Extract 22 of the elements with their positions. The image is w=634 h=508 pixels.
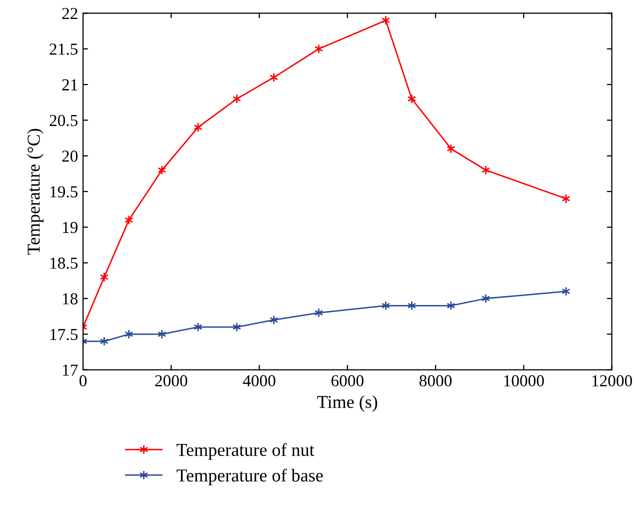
y-tick-label: 21.5 [50, 44, 78, 55]
y-tick-label: 20.5 [50, 114, 78, 126]
x-tick-label: 2000 [155, 375, 188, 386]
x-axis-title: Time (s) [317, 395, 378, 412]
legend-label: Temperature of base [176, 468, 323, 486]
x-tick-label: 4000 [242, 375, 276, 386]
y-tick-label: 19 [62, 222, 78, 234]
x-tick-label: 0 [80, 375, 87, 386]
y-tick-label: 19.5 [50, 186, 78, 198]
x-tick-label: 12000 [592, 375, 632, 386]
x-tick-label: 6000 [331, 375, 364, 386]
x-tick-label: 10000 [504, 375, 544, 386]
y-tick-label: 18 [62, 293, 78, 304]
x-tick-label: 8000 [420, 375, 452, 386]
y-tick-label: 17 [62, 364, 78, 376]
y-tick-label: 21 [62, 79, 78, 90]
y-tick-label: 18.5 [50, 258, 78, 269]
y-axis-title: Temperature (°C) [27, 128, 44, 255]
y-tick-label: 22 [62, 8, 78, 19]
y-tick-label: 20 [62, 150, 78, 162]
legend-label: Temperature of nut [176, 443, 314, 460]
y-tick-label: 17.5 [50, 328, 78, 340]
